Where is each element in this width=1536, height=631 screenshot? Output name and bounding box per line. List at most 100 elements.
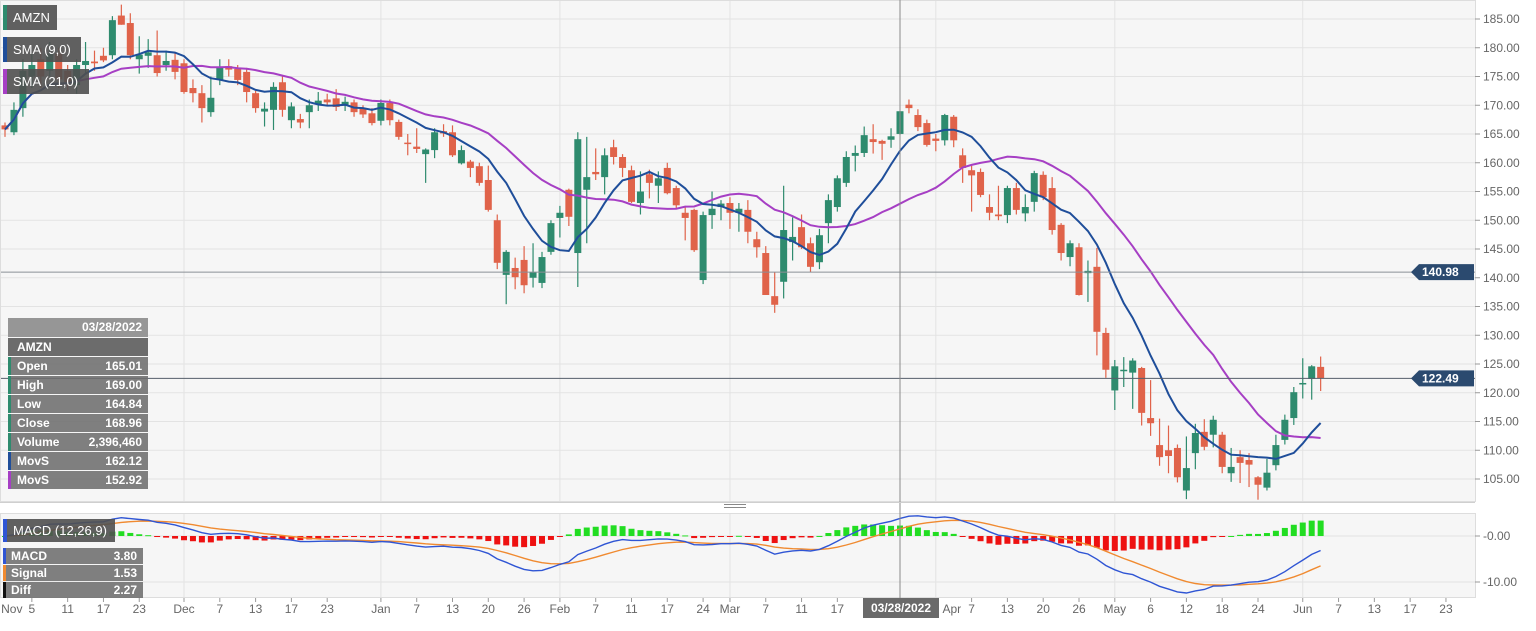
candle-body [663,167,671,194]
candle-body [977,171,985,195]
candle-body [404,142,412,145]
macd-histogram-bar [646,530,653,536]
tooltip-symbol: AMZN [8,338,148,356]
candle [1209,415,1217,448]
candle-body [1003,188,1011,216]
panel-resize-handle[interactable] [724,504,746,511]
x-tick-label: 13 [1001,602,1015,616]
candle [1147,380,1155,436]
candle-body [457,150,465,164]
candle-body [690,209,698,251]
macd-histogram-bar [395,536,402,538]
x-tick-label: Apr [942,602,961,616]
candle-body [1209,419,1217,435]
candle-body [108,20,116,56]
candle [108,16,116,60]
candle [672,185,680,209]
x-tick-label: 17 [831,602,845,616]
row-value: 2,396,460 [88,435,142,449]
ohlc-tooltip: 03/28/2022 AMZN Open 165.01 High 169.00 Low 1… [8,318,148,490]
legend-sma-fast[interactable]: SMA (9,0) [3,37,81,62]
candle [815,228,823,270]
macd-histogram-bar [861,524,868,536]
macd-histogram-bar [879,525,886,536]
candle [377,99,385,126]
row-value: 162.12 [105,454,142,468]
candle-body [1129,360,1137,373]
legend-sma-slow[interactable]: SMA (21,0) [3,69,89,94]
candle-body [1165,450,1172,456]
candle-body [1317,366,1325,379]
macd-histogram-bar [637,530,644,536]
macd-histogram-bar [440,536,447,538]
candle [860,126,868,157]
candle-body [1012,188,1020,210]
row-color-bar [8,395,11,413]
macd-histogram-bar [118,531,125,536]
y-tick-label: 170.00 [1483,98,1520,112]
legend-sma-slow-label: SMA (21,0) [13,74,79,89]
candle-body [708,208,716,216]
x-tick-label: 13 [249,602,263,616]
candle-body [869,139,877,143]
candle [1272,434,1280,471]
candle-body [780,230,788,282]
candle [726,197,734,229]
macd-histogram-bar [1290,524,1297,536]
row-value: 168.96 [105,416,142,430]
macd-color-bar [3,519,7,542]
macd-tick-label: -0.00 [1483,529,1511,543]
row-color-bar [8,357,11,375]
macd-histogram-bar [592,526,599,536]
macd-histogram-bar [539,536,545,544]
x-tick-label: 23 [321,602,335,616]
macd-histogram-bar [655,531,662,536]
macd-histogram-bar [1263,533,1270,536]
candle [1191,423,1199,470]
row-color-bar [3,582,6,598]
candle [198,85,206,123]
candle-body [1,125,9,130]
candle [986,194,993,221]
macd-histogram-bar [198,536,205,543]
macd-histogram-bar [995,536,1002,545]
macd-histogram-bar [718,536,724,537]
candle-body [1102,332,1110,370]
macd-histogram-bar [136,534,143,536]
candle-body [270,86,277,110]
tooltip-row-volume: Volume 2,396,460 [8,433,148,451]
candle-body [771,296,779,305]
candle-body [359,108,367,115]
candle-body [986,207,993,213]
macd-histogram-bar [583,527,590,536]
macd-histogram-bar [324,536,331,538]
candle-body [287,106,295,121]
candle [932,134,940,152]
macd-histogram-bar [852,525,859,536]
row-value: 3.80 [113,549,137,563]
candle-body [887,136,895,140]
candle [914,109,922,132]
candle [404,134,412,156]
candle-body [735,208,743,213]
row-color-bar [3,565,6,581]
candle-body [55,53,63,80]
macd-histogram-bar [1156,536,1163,551]
macd-histogram-bar [691,536,698,539]
macd-histogram-bar [189,536,196,542]
legend-symbol[interactable]: AMZN [3,5,57,30]
macd-histogram-bar [1183,536,1190,548]
candle-body [932,138,940,141]
candle-body [1048,188,1056,231]
candle-body [1075,247,1083,295]
candle-body [968,170,976,176]
sma-slow-color-bar [3,69,7,94]
candle [762,246,770,295]
macd-legend[interactable]: MACD (12,26,9) [3,519,115,542]
y-tick-label: 150.00 [1483,213,1520,227]
macd-histogram-bar [243,536,250,540]
candle-body [1120,369,1128,372]
candle [1129,358,1137,409]
candle [645,169,653,199]
